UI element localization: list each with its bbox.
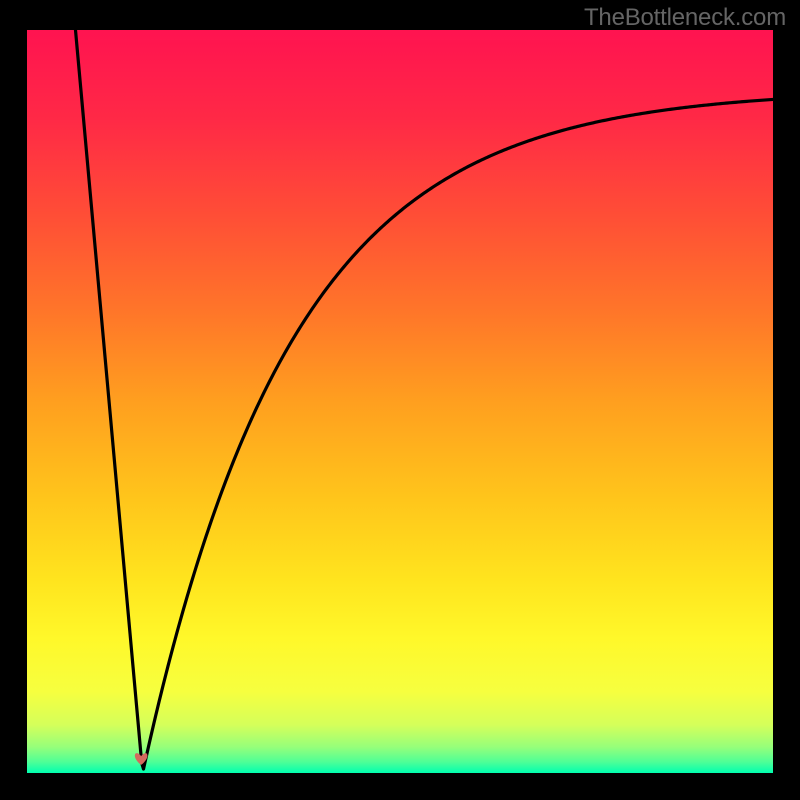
chart-container: TheBottleneck.com [0,0,800,800]
bottleneck-curve-plot [0,0,800,800]
attribution-text: TheBottleneck.com [584,4,786,32]
